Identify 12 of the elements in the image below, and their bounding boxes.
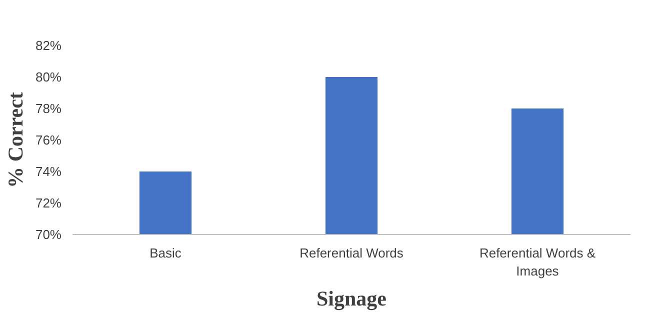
- y-tick-label: 74%: [35, 164, 62, 179]
- y-tick-label: 70%: [35, 227, 62, 242]
- y-tick-label: 82%: [35, 38, 62, 53]
- y-tick-label: 76%: [35, 132, 62, 148]
- y-tick-label: 78%: [35, 101, 62, 116]
- y-axis-title: % Correct: [3, 92, 28, 188]
- y-tick-label: 80%: [35, 70, 62, 84]
- x-tick-label: Referential Words: [300, 246, 404, 260]
- x-tick-label: Referential Words & Images: [479, 246, 596, 278]
- x-axis-title: Signage: [316, 286, 387, 310]
- y-tick-label: 72%: [35, 196, 62, 210]
- x-tick-label: Basic: [150, 246, 182, 260]
